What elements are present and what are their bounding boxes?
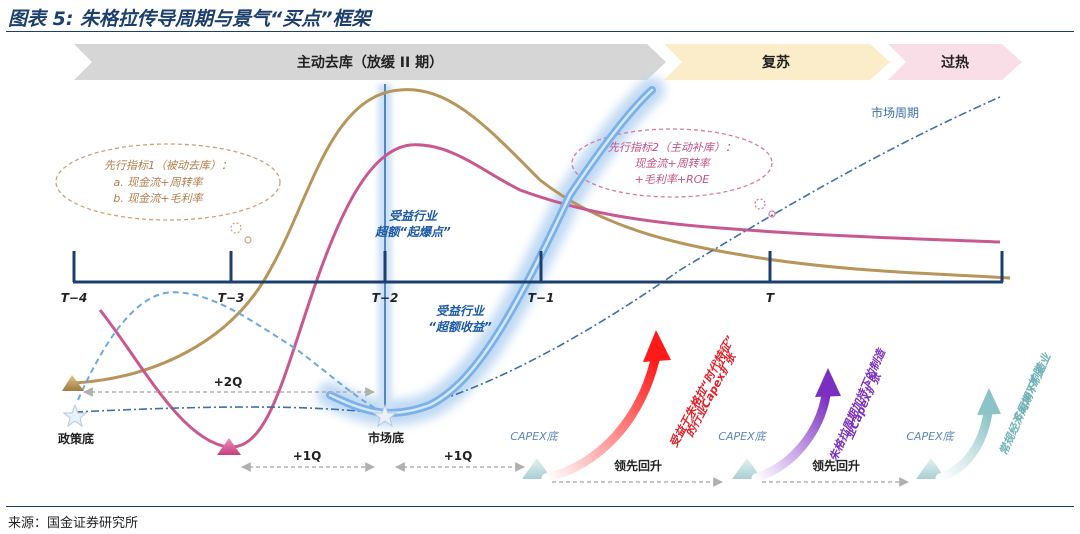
bubble-indicator-1: 先行指标1（被动去库）： a. 现金流+周转率 b. 现金流+毛利率 [55,143,281,244]
red-capex-arrow: 受益于朱格拉“时代特征” 的行业Capex扩张 [541,330,739,483]
policy-bottom-label: 政策底 [58,431,94,446]
indicator2-title: 先行指标2（主动补库）： [608,141,736,154]
phase-overheat-label: 过热 [941,54,969,71]
source-note: 来源：国金证券研究所 [8,516,139,531]
capex-bottom-label-3: CAPEX底 [906,430,955,443]
market-cycle-label: 市场周期 [871,105,919,120]
tick-label-t-1: T−1 [528,291,555,305]
phase-active-destock [74,44,666,80]
indicator1-a: a. 现金流+周转率 [114,176,205,189]
capex-bottom-label-1: CAPEX底 [510,430,559,443]
market-bottom-label: 市场底 [368,430,404,445]
tick-label-t: T [766,291,775,305]
phase-overheat [888,44,1022,80]
lead-rise-label-2: 领先回升 [812,458,860,473]
timeline: T−4 T−3 T−2 T−1 T [61,251,1004,305]
gold-curve [74,88,1011,385]
benefit-excess-line2: “超额收益” [428,320,492,334]
indicator1-b: b. 现金流+毛利率 [113,192,204,205]
benefit-explosion-line1: 受益行业 [389,209,439,223]
figure-title: 图表 5: 朱格拉传导周期与景气“买点”框架 [8,8,371,30]
benefit-explosion-line2: 超额“起爆点” [374,225,451,239]
gap-2q-label: +2Q [214,375,243,389]
lead-rise-label-1: 领先回升 [614,458,662,473]
footer-rule [6,506,1074,507]
teal-arrow-text-2: Capex扩张 [1011,361,1048,423]
bubble-indicator-2: 先行指标2（主动补库）： 现金流+周转率 +毛利率+ROE [571,128,776,218]
title-rule [6,31,1074,32]
pink-triangle-marker [217,438,241,455]
gold-triangle-marker [62,375,84,391]
phase-active-destock-label: 主动去库（放缓 II 期） [297,54,443,71]
policy-bottom-star [62,403,88,428]
blue-dashed-curve [77,291,386,415]
market-bottom-star [372,403,398,428]
capex-bottom-label-2: CAPEX底 [718,430,767,443]
capex-triangle-1 [522,458,552,479]
teal-capex-arrow: 常规经济周期下制造业 Capex扩张 [935,350,1054,483]
indicator2-a: 现金流+周转率 [634,157,711,170]
phase-chevrons: 主动去库（放缓 II 期） 复苏 过热 [74,44,1022,80]
phase-recovery-label: 复苏 [761,54,790,71]
phase-recovery [664,44,890,80]
tick-label-t-2: T−2 [372,291,399,305]
tick-label-t-4: T−4 [61,291,88,305]
indicator2-b: +毛利率+ROE [635,173,710,186]
indicator1-title: 先行指标1（被动去库）： [104,159,232,172]
gap-1q-label-b: +1Q [444,449,473,463]
gap-1q-label-a: +1Q [293,449,322,463]
capex-triangle-2 [732,458,762,479]
market-cycle-curve [74,96,1001,415]
tick-label-t-3: T−3 [218,291,245,305]
capex-triangle-3 [916,458,946,479]
benefit-excess-line1: 受益行业 [436,304,486,318]
